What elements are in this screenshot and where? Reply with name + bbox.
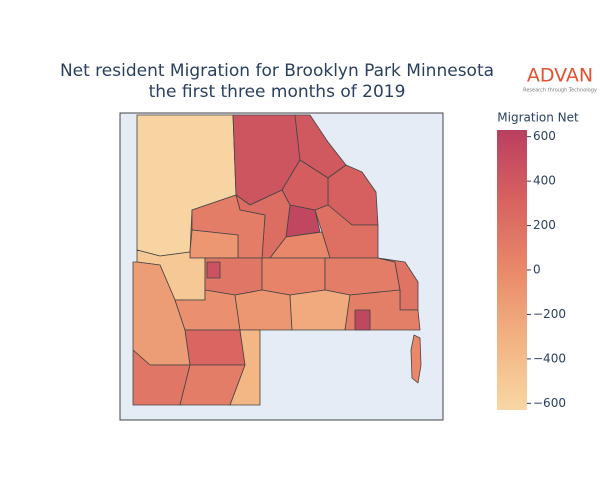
colorbar-tick-label: 200 bbox=[533, 218, 556, 232]
regions bbox=[132, 114, 422, 406]
colorbar bbox=[497, 130, 527, 410]
colorbar-tick-label: 600 bbox=[533, 129, 556, 143]
colorbar-tick-label: −600 bbox=[533, 396, 566, 410]
region bbox=[229, 329, 261, 406]
chart-title: Net resident Migration for Brooklyn Park… bbox=[60, 61, 494, 81]
colorbar-title: Migration Net bbox=[497, 111, 579, 125]
colorbar-tick-label: −200 bbox=[533, 307, 566, 321]
region bbox=[189, 229, 239, 259]
region bbox=[179, 364, 246, 406]
logo: ADVAN bbox=[527, 65, 593, 87]
region bbox=[354, 309, 371, 331]
region bbox=[410, 334, 422, 384]
chart-subtitle: the first three months of 2019 bbox=[149, 82, 406, 102]
region bbox=[234, 289, 293, 331]
region bbox=[206, 261, 221, 279]
region bbox=[184, 329, 246, 366]
region bbox=[324, 257, 401, 296]
colorbar-tick-label: 0 bbox=[533, 263, 541, 277]
region bbox=[261, 257, 326, 296]
colorbar-ticks: −600 −400 −200 0 200 400 600 bbox=[527, 129, 566, 410]
colorbar-tick-label: 400 bbox=[533, 174, 556, 188]
logo-tagline: Research through Technology bbox=[523, 88, 597, 94]
region bbox=[289, 289, 351, 331]
colorbar-tick-label: −400 bbox=[533, 351, 566, 365]
